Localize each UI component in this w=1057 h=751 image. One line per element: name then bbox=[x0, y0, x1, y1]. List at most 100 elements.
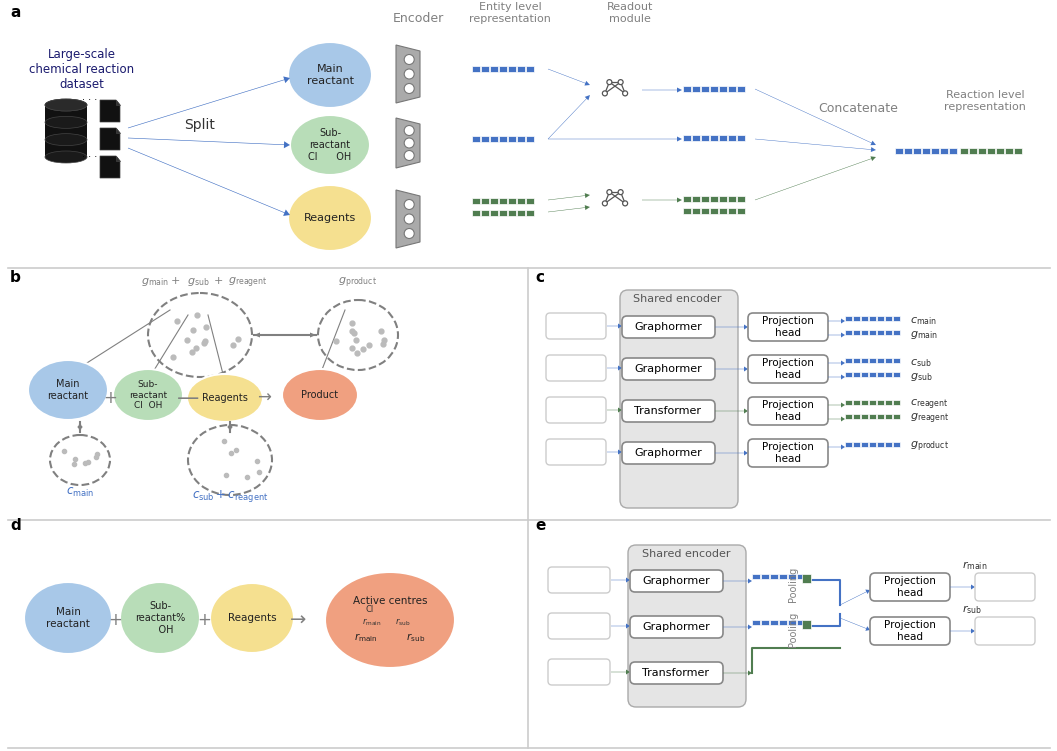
Bar bbox=[517, 210, 525, 216]
Text: $r_{\mathrm{sub}}$: $r_{\mathrm{sub}}$ bbox=[395, 617, 410, 629]
Bar bbox=[893, 316, 900, 321]
FancyBboxPatch shape bbox=[546, 439, 606, 465]
Circle shape bbox=[623, 201, 628, 206]
Circle shape bbox=[404, 214, 414, 224]
Ellipse shape bbox=[282, 369, 358, 421]
Bar bbox=[692, 135, 700, 141]
Text: Main
reactant: Main reactant bbox=[48, 379, 89, 401]
Text: $c_{\mathrm{sub}}$: $c_{\mathrm{sub}}$ bbox=[910, 357, 931, 369]
FancyArrow shape bbox=[723, 671, 752, 675]
FancyArrow shape bbox=[128, 137, 290, 148]
Bar bbox=[861, 372, 868, 377]
FancyBboxPatch shape bbox=[870, 617, 950, 645]
FancyArrow shape bbox=[755, 89, 876, 145]
Bar bbox=[853, 372, 860, 377]
FancyBboxPatch shape bbox=[548, 659, 610, 685]
FancyBboxPatch shape bbox=[620, 290, 738, 508]
Ellipse shape bbox=[187, 374, 263, 422]
Circle shape bbox=[623, 91, 628, 96]
Bar bbox=[802, 620, 811, 629]
Bar bbox=[710, 135, 718, 141]
Text: a: a bbox=[10, 5, 20, 20]
Text: Cl: Cl bbox=[365, 605, 373, 614]
Circle shape bbox=[607, 80, 612, 85]
Text: b: b bbox=[10, 270, 21, 285]
Ellipse shape bbox=[120, 582, 200, 654]
Bar bbox=[853, 330, 860, 335]
Bar bbox=[861, 330, 868, 335]
FancyBboxPatch shape bbox=[975, 617, 1035, 645]
Bar bbox=[526, 210, 534, 216]
FancyArrow shape bbox=[607, 366, 622, 370]
Bar bbox=[701, 86, 709, 92]
Bar bbox=[978, 148, 986, 154]
Text: $r_{\mathrm{main}}$: $r_{\mathrm{main}}$ bbox=[361, 617, 382, 629]
Text: Graphormer: Graphormer bbox=[642, 576, 710, 586]
Bar bbox=[683, 135, 691, 141]
Bar bbox=[683, 196, 691, 202]
Bar bbox=[737, 86, 745, 92]
Bar bbox=[728, 208, 736, 214]
Text: $r_{\mathrm{main}}$: $r_{\mathrm{main}}$ bbox=[962, 559, 987, 572]
Bar bbox=[526, 198, 534, 204]
Text: $g_{\mathrm{product}}$: $g_{\mathrm{product}}$ bbox=[338, 276, 377, 290]
Bar bbox=[779, 574, 787, 579]
Text: +: + bbox=[108, 611, 122, 629]
Circle shape bbox=[404, 150, 414, 161]
FancyBboxPatch shape bbox=[748, 313, 828, 341]
Bar bbox=[737, 135, 745, 141]
Ellipse shape bbox=[24, 582, 112, 654]
FancyArrow shape bbox=[607, 450, 622, 454]
Bar bbox=[490, 198, 498, 204]
Text: $g_{\mathrm{reagent}}$: $g_{\mathrm{reagent}}$ bbox=[228, 276, 267, 290]
Bar bbox=[845, 316, 852, 321]
Text: $c_{\mathrm{reagent}}$: $c_{\mathrm{reagent}}$ bbox=[910, 398, 948, 412]
Bar bbox=[869, 358, 876, 363]
Bar bbox=[893, 372, 900, 377]
Bar bbox=[737, 196, 745, 202]
Polygon shape bbox=[100, 100, 120, 122]
FancyArrow shape bbox=[310, 333, 316, 337]
Bar bbox=[885, 316, 892, 321]
Bar bbox=[499, 198, 507, 204]
Bar bbox=[526, 136, 534, 142]
Ellipse shape bbox=[288, 42, 372, 108]
Bar bbox=[719, 196, 727, 202]
Text: Sub-
reactant%
    OH: Sub- reactant% OH bbox=[135, 602, 185, 635]
Bar bbox=[861, 442, 868, 447]
Bar bbox=[861, 414, 868, 419]
FancyArrow shape bbox=[723, 578, 752, 584]
FancyArrow shape bbox=[548, 137, 682, 141]
Bar bbox=[885, 442, 892, 447]
Polygon shape bbox=[396, 190, 420, 248]
Bar bbox=[877, 372, 884, 377]
FancyBboxPatch shape bbox=[546, 355, 606, 381]
Bar bbox=[508, 66, 516, 72]
Bar bbox=[499, 136, 507, 142]
FancyArrow shape bbox=[548, 95, 590, 139]
FancyArrow shape bbox=[611, 623, 630, 629]
FancyArrow shape bbox=[128, 148, 290, 216]
Circle shape bbox=[404, 69, 414, 79]
FancyArrow shape bbox=[607, 324, 622, 328]
Text: Pooling: Pooling bbox=[789, 567, 798, 602]
FancyArrow shape bbox=[715, 451, 748, 456]
Text: Graphormer: Graphormer bbox=[634, 364, 702, 374]
Polygon shape bbox=[100, 156, 120, 178]
Text: Projection
head: Projection head bbox=[884, 620, 935, 642]
Circle shape bbox=[404, 125, 414, 135]
Bar bbox=[45, 105, 87, 157]
FancyArrow shape bbox=[828, 375, 845, 379]
FancyBboxPatch shape bbox=[546, 397, 606, 423]
Text: Graphormer: Graphormer bbox=[642, 622, 710, 632]
Bar bbox=[692, 196, 700, 202]
FancyArrow shape bbox=[642, 198, 682, 203]
Bar bbox=[1014, 148, 1022, 154]
Bar bbox=[719, 208, 727, 214]
Bar bbox=[922, 148, 930, 154]
Bar bbox=[802, 574, 811, 583]
Text: e: e bbox=[535, 518, 545, 533]
Bar bbox=[508, 210, 516, 216]
Bar bbox=[710, 86, 718, 92]
Bar bbox=[931, 148, 939, 154]
